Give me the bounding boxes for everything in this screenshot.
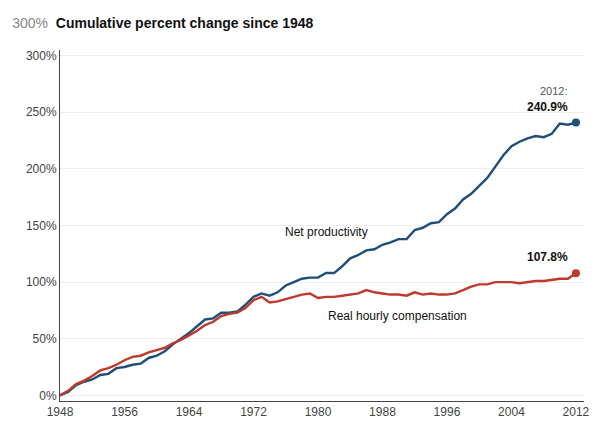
svg-text:0%: 0% [39, 389, 57, 403]
svg-text:2012: 2012 [563, 405, 590, 419]
svg-text:250%: 250% [26, 105, 57, 119]
svg-text:1980: 1980 [305, 405, 332, 419]
svg-text:2012:: 2012: [540, 85, 568, 97]
svg-text:1956: 1956 [111, 405, 138, 419]
svg-text:240.9%: 240.9% [527, 100, 568, 114]
svg-text:1964: 1964 [176, 405, 203, 419]
svg-text:1996: 1996 [434, 405, 461, 419]
svg-text:300% Cumulative percent chang: 300% Cumulative percent change since 194… [12, 15, 313, 31]
svg-text:50%: 50% [33, 332, 57, 346]
svg-text:1988: 1988 [369, 405, 396, 419]
svg-text:200%: 200% [26, 162, 57, 176]
svg-text:300%: 300% [26, 49, 57, 63]
svg-text:Net productivity: Net productivity [285, 225, 368, 239]
svg-text:107.8%: 107.8% [527, 250, 568, 264]
svg-text:1972: 1972 [240, 405, 267, 419]
svg-text:2004: 2004 [498, 405, 525, 419]
svg-text:Real hourly compensation: Real hourly compensation [328, 309, 467, 323]
svg-text:100%: 100% [26, 275, 57, 289]
svg-text:150%: 150% [26, 219, 57, 233]
svg-text:1948: 1948 [47, 405, 74, 419]
